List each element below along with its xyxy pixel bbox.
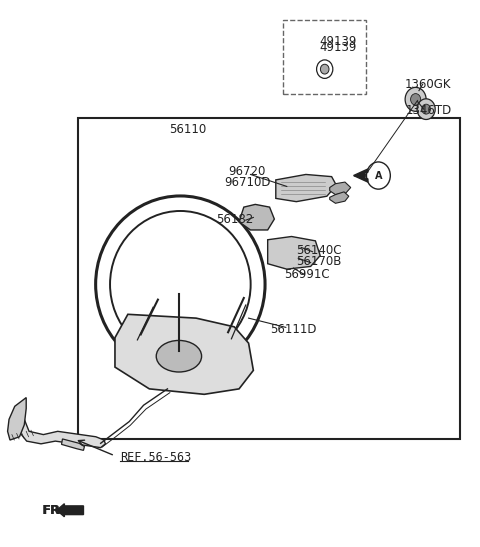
Circle shape <box>410 94 420 105</box>
Text: 56110: 56110 <box>169 123 206 136</box>
Text: 56182: 56182 <box>216 213 253 225</box>
Polygon shape <box>61 439 84 450</box>
Circle shape <box>321 64 329 74</box>
Polygon shape <box>8 398 26 440</box>
Polygon shape <box>239 205 275 230</box>
Text: 56140C: 56140C <box>296 244 341 257</box>
Text: 49139: 49139 <box>319 41 357 54</box>
Text: 1360GK: 1360GK <box>404 78 451 91</box>
Text: 49139: 49139 <box>319 34 357 48</box>
Polygon shape <box>330 192 349 203</box>
Bar <box>283 20 366 94</box>
Bar <box>78 118 459 439</box>
Text: 96720: 96720 <box>228 165 266 178</box>
Text: 56991C: 56991C <box>284 268 330 281</box>
Text: FR.: FR. <box>41 504 66 517</box>
Polygon shape <box>354 169 368 182</box>
Text: 56170B: 56170B <box>296 255 341 268</box>
Polygon shape <box>268 236 320 269</box>
FancyArrow shape <box>57 504 84 517</box>
Circle shape <box>417 99 435 119</box>
Text: 96710D: 96710D <box>224 176 270 189</box>
Text: FR.: FR. <box>43 504 65 517</box>
Text: REF.56-563: REF.56-563 <box>120 451 191 464</box>
Text: A: A <box>375 171 382 181</box>
Polygon shape <box>276 174 336 202</box>
Circle shape <box>422 104 431 114</box>
Circle shape <box>405 88 426 112</box>
Polygon shape <box>21 420 106 447</box>
Polygon shape <box>115 315 253 394</box>
Ellipse shape <box>156 340 202 372</box>
Polygon shape <box>330 182 351 195</box>
Text: 56111D: 56111D <box>270 323 317 335</box>
Text: 1346TD: 1346TD <box>406 104 452 117</box>
